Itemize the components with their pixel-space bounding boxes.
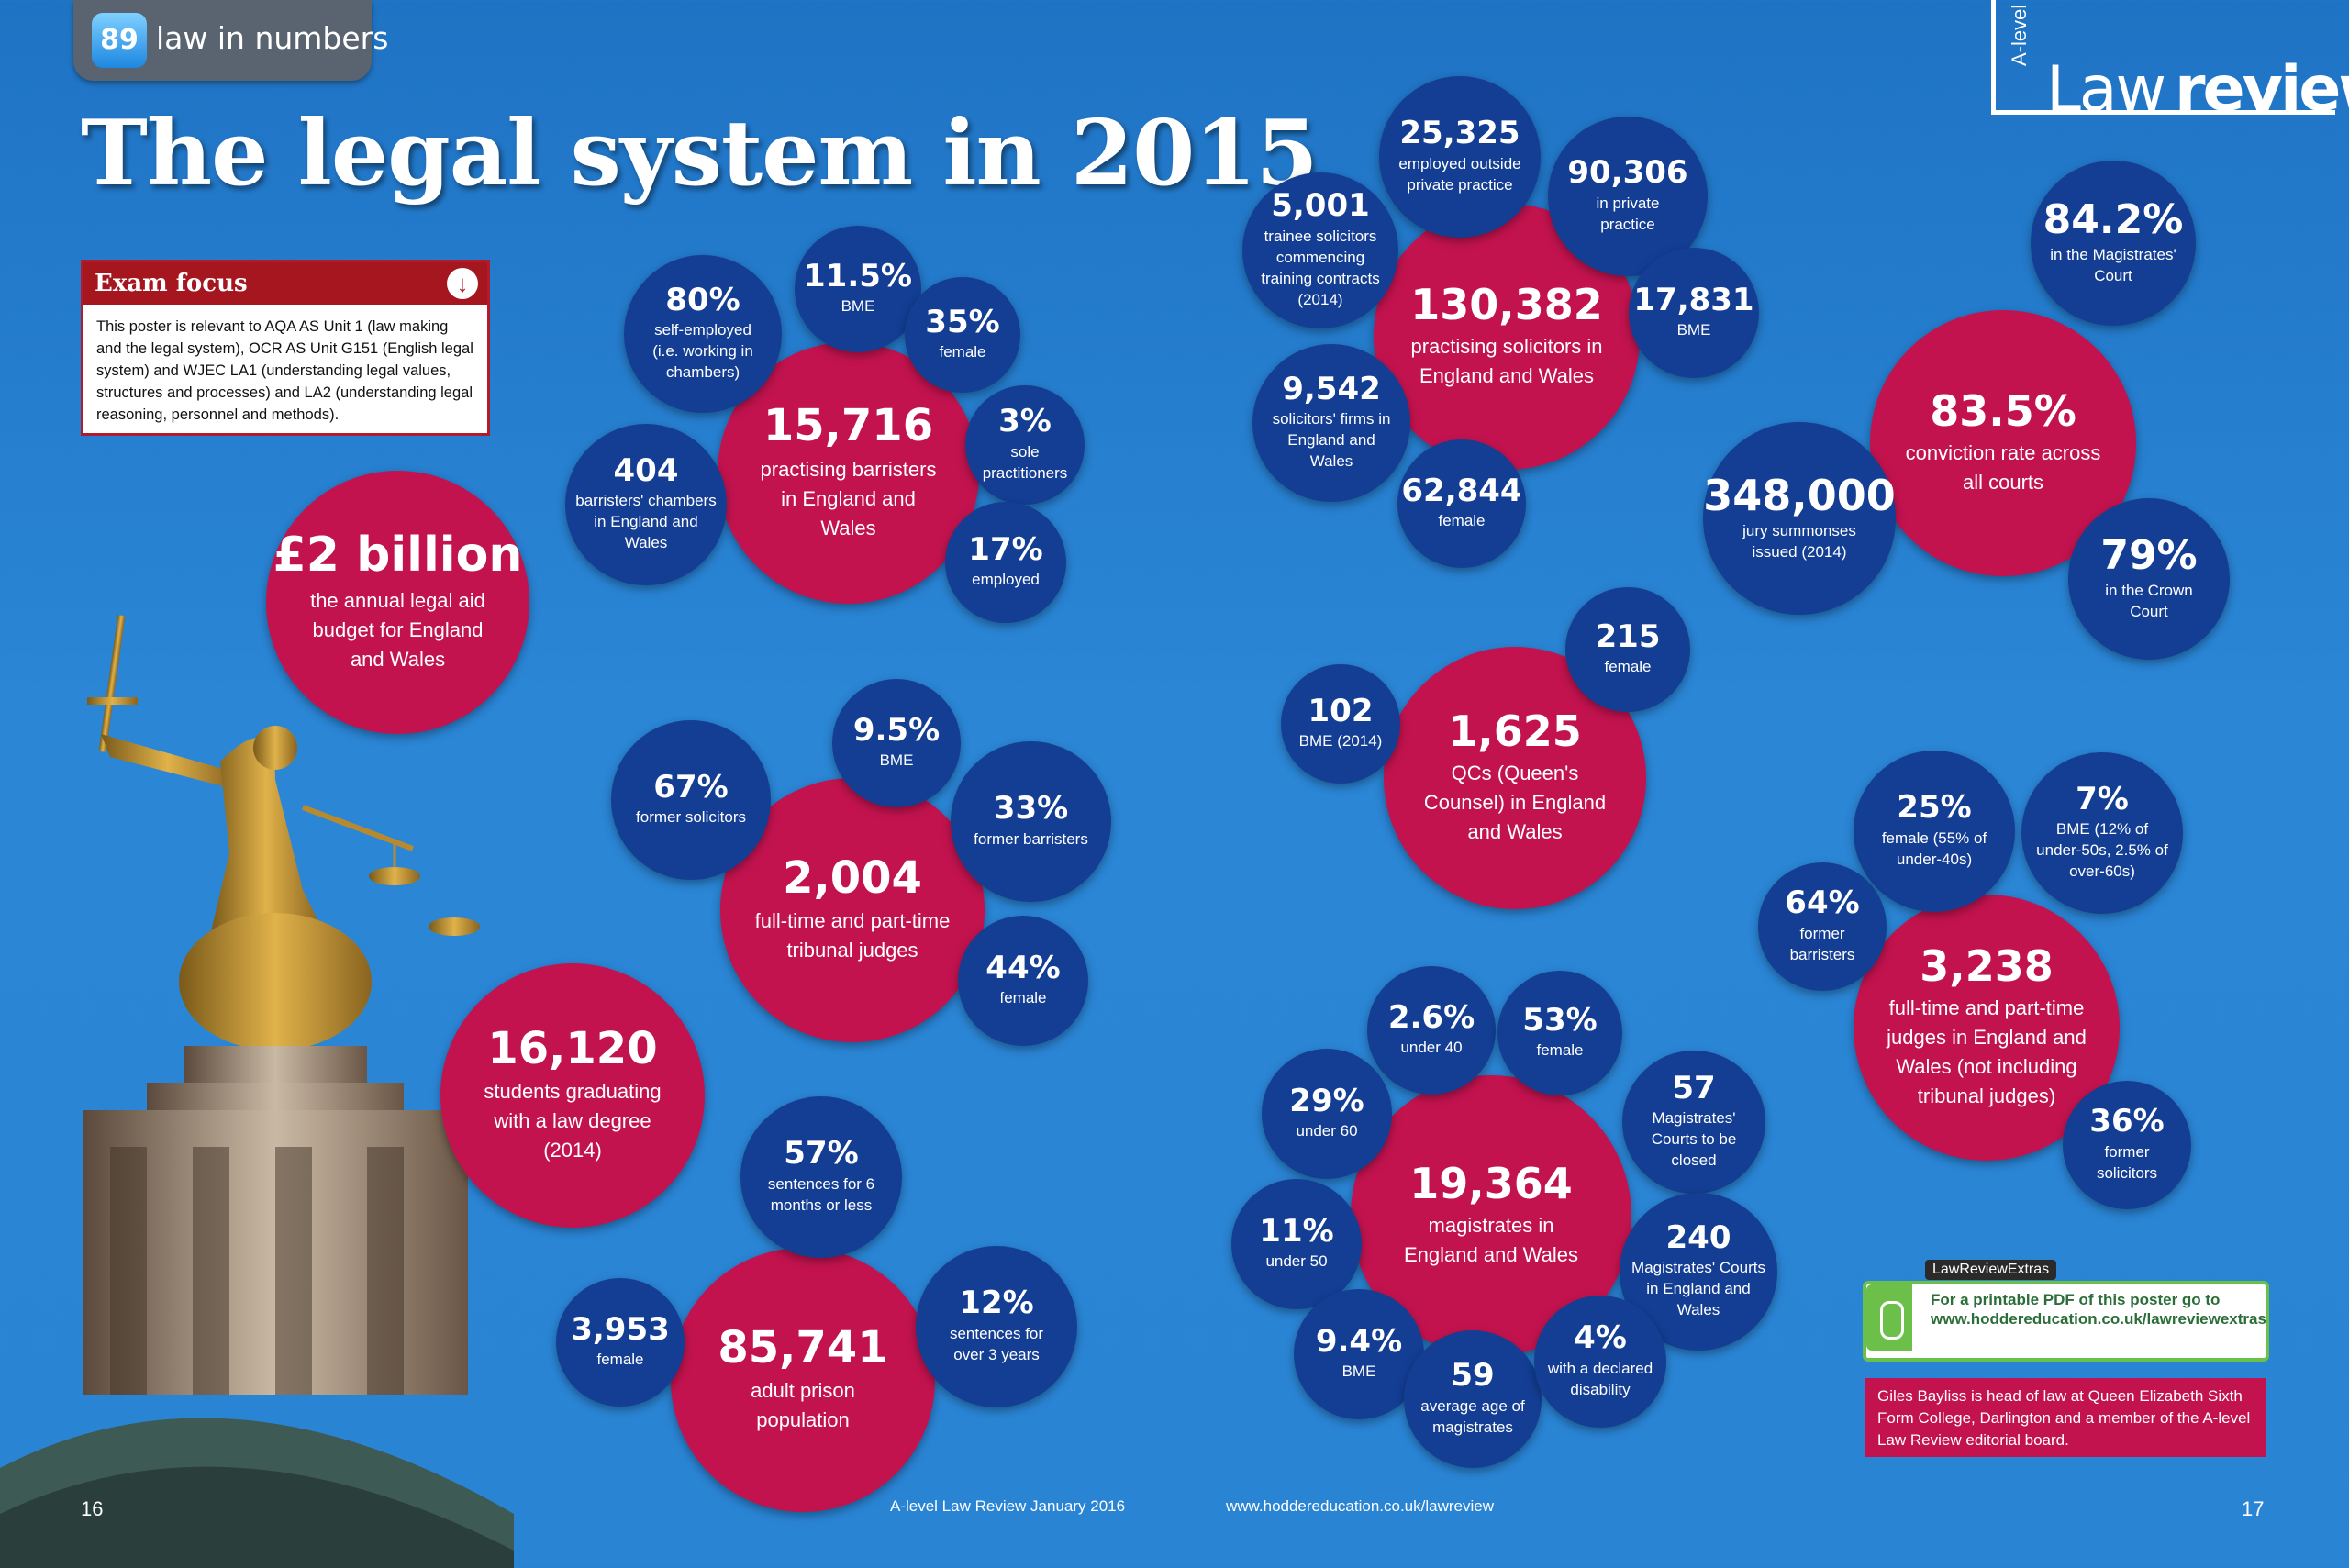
qcs-bme-bubble: 102 BME (2014)	[1281, 664, 1400, 784]
prison-long-sentences-bubble: 12% sentences for over 3 years	[916, 1246, 1077, 1407]
footer-magazine: A-level Law Review January 2016	[890, 1497, 1126, 1515]
logo-prefix: A-level	[2008, 4, 2031, 66]
numbers-icon: 89	[92, 13, 147, 68]
exam-focus-title: Exam focus	[95, 270, 248, 297]
judges-bubble: 3,238 full-time and part-time judges in …	[1854, 895, 2120, 1161]
qcs-female-bubble: 215 female	[1565, 587, 1690, 712]
solicitors-outside-private-bubble: 25,325 employed outside private practice	[1379, 76, 1541, 238]
conviction-crown-bubble: 79% in the Crown Court	[2068, 498, 2230, 660]
judges-female-bubble: 25% female (55% of under-40s)	[1854, 751, 2015, 912]
trainee-solicitors-bubble: 5,001 trainee solicitors commencing trai…	[1242, 172, 1398, 328]
footer-url[interactable]: www.hoddereducation.co.uk/lawreview	[1226, 1497, 1494, 1515]
mouse-icon-outline	[1880, 1301, 1904, 1340]
law-students-bubble: 16,120 students graduating with a law de…	[440, 963, 705, 1228]
logo-word-law: Law	[2046, 53, 2166, 126]
old-bailey-statue-image	[0, 615, 514, 1568]
magistrates-courts-bubble: 240 Magistrates' Courts in England and W…	[1620, 1193, 1777, 1351]
conviction-magistrates-bubble: 84.2% in the Magistrates' Court	[2031, 161, 2196, 326]
magistrates-bme-bubble: 9.4% BME	[1294, 1289, 1424, 1419]
magistrates-age-bubble: 59 average age of magistrates	[1404, 1330, 1542, 1468]
chambers-bubble: 404 barristers' chambers in England and …	[565, 424, 727, 585]
barristers-employed-bubble: 17% employed	[945, 502, 1066, 623]
jury-summonses-bubble: 348,000 jury summonses issued (2014)	[1703, 422, 1896, 615]
solicitors-firms-bubble: 9,542 solicitors' firms in England and W…	[1252, 344, 1410, 502]
magistrates-disability-bubble: 4% with a declared disability	[1534, 1296, 1666, 1428]
magistrates-courts-closed-bubble: 57 Magistrates' Courts to be closed	[1622, 1051, 1765, 1194]
prison-short-sentences-bubble: 57% sentences for 6 months or less	[740, 1096, 902, 1258]
exam-focus-text: This poster is relevant to AQA AS Unit 1…	[96, 318, 473, 423]
solicitors-female-bubble: 62,844 female	[1397, 439, 1526, 568]
barristers-bme-bubble: 11.5% BME	[795, 226, 921, 352]
magistrates-female-bubble: 53% female	[1497, 971, 1622, 1095]
legal-aid-bubble: £2 billion the annual legal aid budget f…	[266, 471, 529, 734]
tribunal-bme-bubble: 9.5% BME	[832, 679, 961, 807]
magistrates-under60-bubble: 29% under 60	[1262, 1049, 1392, 1179]
extras-box[interactable]	[1863, 1281, 2269, 1362]
barristers-female-bubble: 35% female	[905, 277, 1020, 393]
down-arrow-icon: ↓	[447, 268, 478, 299]
extras-link-text[interactable]: For a printable PDF of this poster go to…	[1931, 1291, 2266, 1328]
tribunal-solicitors-bubble: 67% former solicitors	[611, 720, 771, 880]
tribunal-barristers-bubble: 33% former barristers	[951, 741, 1111, 902]
logo-rule-horizontal	[1996, 110, 2335, 115]
extras-tag: LawReviewExtras	[1925, 1260, 2057, 1280]
page-number-left: 16	[81, 1497, 104, 1520]
author-bio: Giles Bayliss is head of law at Queen El…	[1865, 1378, 2266, 1457]
magistrates-under50-bubble: 11% under 50	[1231, 1179, 1362, 1309]
mouse-icon	[1866, 1284, 1912, 1351]
exam-focus-header	[83, 262, 487, 305]
barristers-selfemployed-bubble: 80% self-employed (i.e. working in chamb…	[624, 255, 782, 413]
logo-rule-vertical	[1991, 0, 1996, 115]
section-label: law in numbers	[156, 20, 389, 56]
prison-population-bubble: 85,741 adult prison population	[671, 1248, 935, 1512]
page-title: The legal system in 2015	[81, 101, 1319, 206]
solicitors-bme-bubble: 17,831 BME	[1629, 248, 1759, 378]
tribunal-female-bubble: 44% female	[958, 916, 1088, 1046]
judges-barristers-bubble: 64% former barristers	[1758, 862, 1887, 991]
judges-bme-bubble: 7% BME (12% of under-50s, 2.5% of over-6…	[2021, 752, 2183, 914]
prison-female-bubble: 3,953 female	[556, 1278, 685, 1407]
judges-solicitors-bubble: 36% former solicitors	[2063, 1081, 2191, 1209]
magistrates-under40-bubble: 2.6% under 40	[1367, 966, 1496, 1095]
exam-focus-box: Exam focus ↓ This poster is relevant to …	[81, 260, 490, 436]
page-number-right: 17	[2242, 1497, 2265, 1520]
barristers-sole-bubble: 3% sole practitioners	[965, 385, 1085, 505]
logo-word-review: review	[2175, 53, 2349, 126]
